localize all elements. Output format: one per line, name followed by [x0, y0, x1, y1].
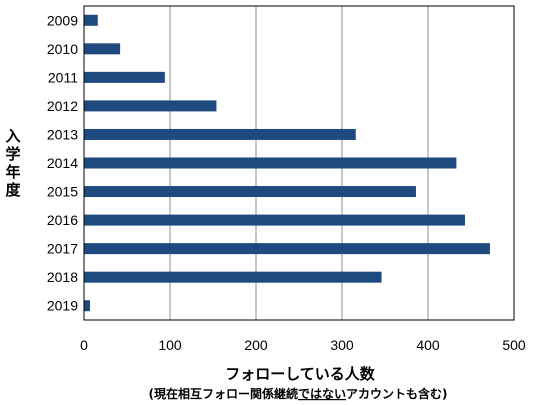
x-tick-labels: 0 100 200 300 400 500 — [80, 337, 526, 353]
bar — [84, 214, 465, 226]
bar — [84, 100, 217, 112]
bar — [84, 157, 457, 169]
y-tick-label: 2019 — [47, 298, 78, 314]
x-axis-note-underlined: ではない — [298, 387, 346, 401]
y-tick-label: 2015 — [47, 184, 78, 200]
x-tick-label: 200 — [244, 337, 268, 353]
y-tick-labels: 2009 2010 2011 2012 2013 2014 2015 2016 2017 2018… — [47, 12, 78, 313]
bar — [84, 243, 490, 255]
bar — [84, 271, 382, 283]
x-axis-note-after: アカウントも含む) — [346, 386, 448, 401]
y-axis-title-char: 年 — [5, 163, 20, 181]
x-axis-title: フォローしている人数 — [225, 365, 376, 383]
x-axis-note: (現在相互フォロー関係継続ではないアカウントも含む) — [148, 386, 447, 401]
y-axis-title-char: 度 — [5, 181, 21, 199]
bar — [84, 43, 121, 55]
y-tick-label: 2016 — [47, 212, 78, 228]
x-tick-label: 400 — [416, 337, 440, 353]
y-axis-title-char: 学 — [5, 145, 20, 163]
bar — [84, 128, 356, 140]
bar — [84, 14, 98, 26]
x-tick-label: 100 — [158, 337, 182, 353]
y-tick-label: 2013 — [47, 126, 78, 142]
bar — [84, 186, 416, 198]
bar — [84, 300, 91, 312]
y-tick-label: 2014 — [47, 155, 78, 171]
x-axis-note-before: (現在相互フォロー関係継続 — [148, 386, 298, 401]
x-tick-label: 0 — [80, 337, 88, 353]
y-axis-title-char: 入 — [5, 127, 20, 145]
plot-frame — [83, 5, 515, 321]
x-tick-label: 300 — [330, 337, 354, 353]
y-tick-label: 2012 — [47, 98, 78, 114]
bar — [84, 71, 165, 83]
y-tick-label: 2018 — [47, 269, 78, 285]
x-tick-label: 500 — [502, 337, 526, 353]
bars — [84, 14, 490, 312]
y-tick-label: 2009 — [47, 12, 78, 28]
y-tick-label: 2017 — [47, 241, 78, 257]
y-tick-label: 2010 — [47, 41, 78, 57]
y-tick-label: 2011 — [48, 69, 78, 85]
